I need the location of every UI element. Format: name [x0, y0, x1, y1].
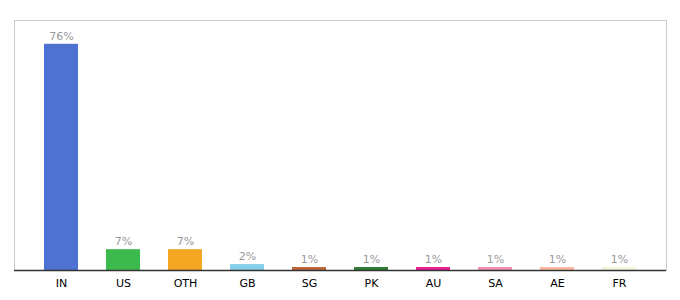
- svg-text:AU: AU: [426, 277, 442, 290]
- svg-text:1%: 1%: [487, 253, 504, 266]
- svg-text:PK: PK: [365, 277, 380, 290]
- svg-text:1%: 1%: [611, 253, 628, 266]
- svg-text:SA: SA: [488, 277, 503, 290]
- svg-text:SG: SG: [302, 277, 318, 290]
- svg-text:7%: 7%: [177, 235, 194, 248]
- svg-text:GB: GB: [239, 277, 255, 290]
- svg-text:US: US: [116, 277, 131, 290]
- svg-text:1%: 1%: [363, 253, 380, 266]
- svg-text:FR: FR: [613, 277, 627, 290]
- svg-text:1%: 1%: [425, 253, 442, 266]
- svg-text:76%: 76%: [49, 30, 73, 43]
- svg-text:AE: AE: [550, 277, 565, 290]
- svg-text:1%: 1%: [549, 253, 566, 266]
- svg-text:IN: IN: [56, 277, 67, 290]
- svg-text:2%: 2%: [239, 250, 256, 263]
- svg-text:1%: 1%: [301, 253, 318, 266]
- svg-text:OTH: OTH: [174, 277, 198, 290]
- svg-text:7%: 7%: [115, 235, 132, 248]
